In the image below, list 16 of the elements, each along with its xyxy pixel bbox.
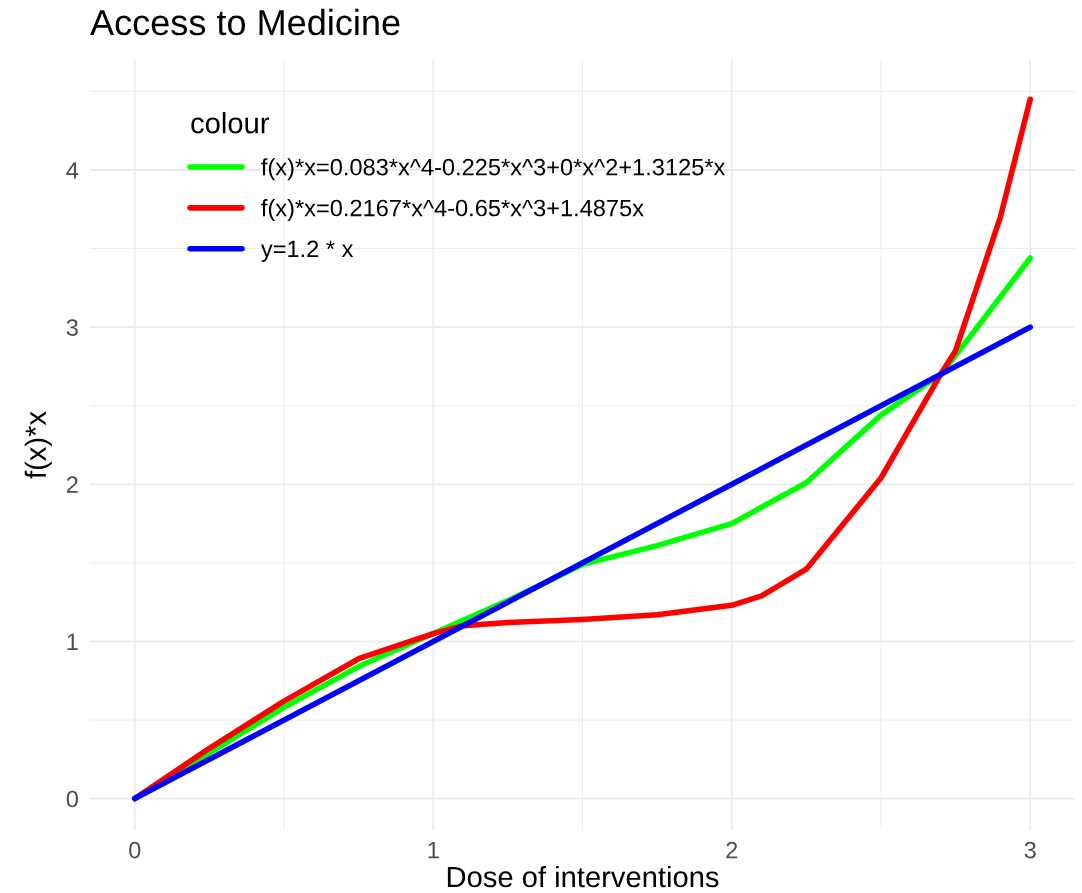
y-tick-label: 3 bbox=[66, 319, 78, 336]
x-tick-label: 1 bbox=[428, 841, 439, 859]
y-tick-label: 4 bbox=[66, 162, 79, 179]
y-tick-label: 2 bbox=[66, 476, 78, 493]
y-tick-label: 0 bbox=[66, 790, 78, 808]
x-axis-title: Dose of interventions bbox=[447, 865, 719, 888]
legend-label: f(x)*x=0.2167*x^4-0.65*x^3+1.4875x bbox=[261, 199, 644, 222]
chart-title: Access to Medicine bbox=[90, 8, 400, 36]
x-tick-label: 0 bbox=[129, 841, 141, 859]
legend-label: y=1.2 * x bbox=[260, 240, 354, 262]
y-axis-title: f(x)*x bbox=[24, 411, 52, 479]
legend-label: f(x)*x=0.083*x^4-0.225*x^3+0*x^2+1.3125*x bbox=[261, 158, 726, 181]
y-tick-label: 1 bbox=[67, 633, 78, 650]
x-tick-label: 3 bbox=[1024, 841, 1036, 859]
x-tick-label: 2 bbox=[726, 841, 738, 859]
legend-title: colour bbox=[191, 112, 270, 134]
